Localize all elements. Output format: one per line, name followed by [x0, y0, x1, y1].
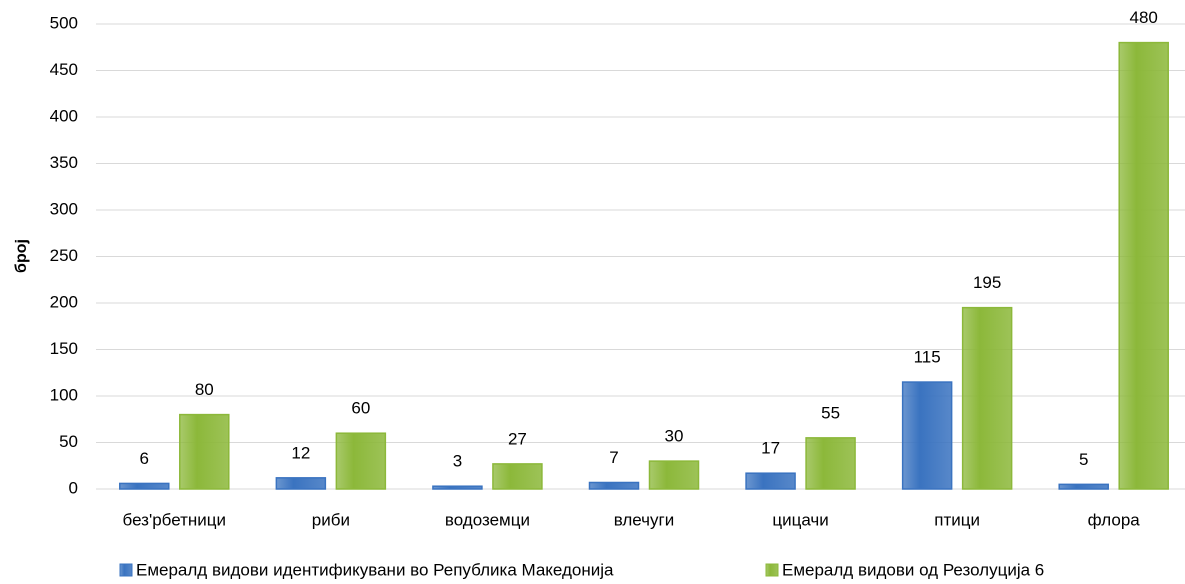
- bar: [1118, 41, 1169, 490]
- bar: [805, 437, 856, 490]
- y-tick-label: 400: [50, 106, 78, 125]
- x-tick-label: птици: [934, 510, 980, 529]
- data-label: 195: [973, 273, 1001, 292]
- bar: [1058, 483, 1109, 490]
- legend-label: Емералд видови идентификувани во Републи…: [136, 560, 614, 579]
- data-label: 5: [1079, 450, 1088, 469]
- bar: [275, 477, 327, 490]
- y-tick-label: 200: [50, 292, 78, 311]
- y-axis-label: број: [13, 239, 30, 273]
- data-label: 55: [821, 403, 840, 422]
- x-tick-label: без'рбетници: [123, 510, 226, 529]
- data-label: 12: [291, 443, 310, 462]
- y-tick-label: 450: [50, 60, 78, 79]
- legend-swatch: [765, 563, 779, 577]
- y-tick-label: 300: [50, 199, 78, 218]
- bar: [648, 460, 700, 490]
- x-tick-label: флора: [1088, 510, 1141, 529]
- y-tick-label: 0: [69, 478, 78, 497]
- y-tick-label: 500: [50, 13, 78, 32]
- data-label: 60: [351, 399, 370, 418]
- bar: [432, 485, 483, 490]
- data-label: 115: [914, 348, 941, 367]
- data-label: 480: [1130, 8, 1158, 27]
- bar: [901, 381, 953, 490]
- data-label: 17: [761, 439, 780, 458]
- data-label: 3: [453, 452, 462, 471]
- x-tick-label: цицачи: [772, 510, 828, 529]
- data-label: 30: [665, 427, 684, 446]
- y-tick-label: 350: [50, 153, 78, 172]
- legend-swatch: [119, 563, 133, 577]
- bar: [745, 472, 796, 490]
- bar: [179, 413, 230, 490]
- y-tick-label: 250: [50, 246, 78, 265]
- data-label: 7: [609, 448, 618, 467]
- x-tick-label: водоземци: [445, 510, 530, 529]
- bar: [588, 481, 640, 490]
- bar: [492, 463, 543, 490]
- y-tick-label: 50: [59, 432, 78, 451]
- y-tick-label: 100: [50, 385, 78, 404]
- data-label: 6: [140, 449, 149, 468]
- legend-label: Емералд видови од Резолуција 6: [782, 560, 1044, 579]
- y-tick-label: 150: [50, 339, 78, 358]
- bar: [335, 432, 387, 490]
- x-tick-label: риби: [312, 510, 350, 529]
- x-tick-label: влечуги: [614, 510, 675, 529]
- data-label: 27: [508, 429, 527, 448]
- bar: [119, 482, 170, 490]
- data-label: 80: [195, 380, 214, 399]
- bar: [961, 306, 1013, 490]
